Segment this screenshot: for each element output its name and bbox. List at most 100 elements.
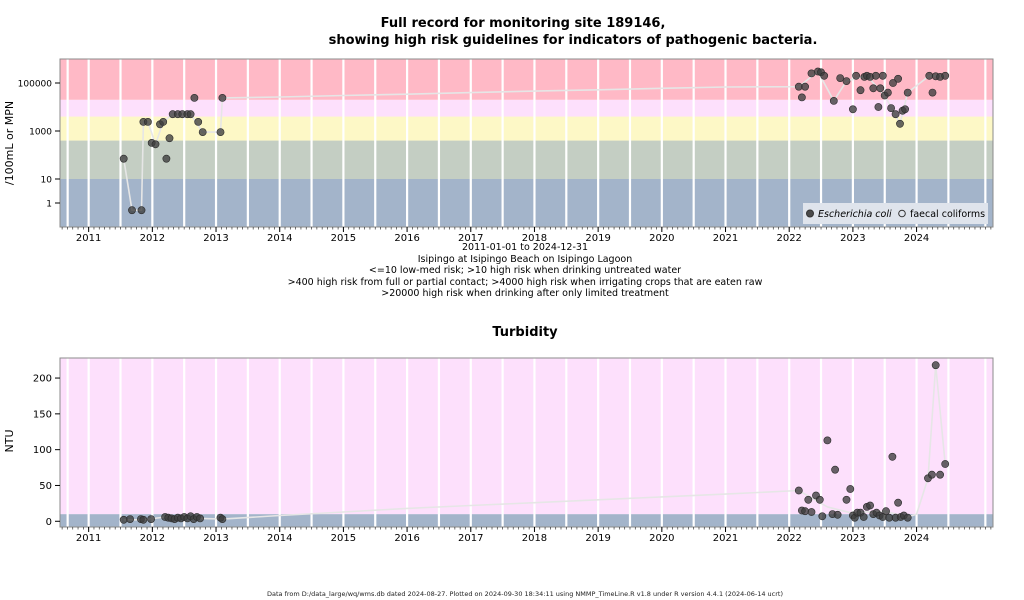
footer-note: Data from D:/data_large/wq/wms.db dated … [267, 590, 783, 598]
turbidity-x-tick-label: 2021 [713, 533, 738, 544]
bacteria-data-point [896, 120, 903, 127]
bacteria-data-point [904, 89, 911, 96]
turbidity-data-point [895, 499, 902, 506]
bacteria-data-point [895, 75, 902, 82]
turbidity-x-tick-label: 2011 [76, 533, 101, 544]
turbidity-y-tick-label: 150 [33, 409, 52, 420]
bacteria-data-point [853, 72, 860, 79]
legend-label-ecoli: Escherichia coli [818, 209, 892, 220]
bacteria-data-point [152, 141, 159, 148]
bacteria-data-point [849, 106, 856, 113]
bacteria-x-tick-label: 2020 [649, 233, 674, 244]
legend-marker-ecoli [807, 210, 814, 217]
bacteria-data-point [191, 94, 198, 101]
turbidity-data-point [889, 453, 896, 460]
turbidity-data-point [882, 508, 889, 515]
bacteria-data-point [872, 72, 879, 79]
turbidity-x-tick-label: 2017 [458, 533, 483, 544]
bacteria-data-point [120, 155, 127, 162]
turbidity-y-tick-label: 100 [33, 445, 52, 456]
bacteria-x-tick-label: 2012 [140, 233, 165, 244]
turbidity-x-tick-label: 2016 [394, 533, 419, 544]
turbidity-data-point [219, 516, 226, 523]
legend: Escherichia coli faecal coliforms [803, 203, 988, 224]
bacteria-x-tick-label: 2015 [331, 233, 356, 244]
turbidity-data-point [140, 516, 147, 523]
turbidity-x-tick-label: 2015 [331, 533, 356, 544]
turbidity-y-tick-label: 50 [39, 481, 52, 492]
bacteria-data-point [802, 83, 809, 90]
turbidity-data-point [808, 508, 815, 515]
bacteria-data-point [217, 129, 224, 136]
chart-title-line1: Full record for monitoring site 189146, [381, 16, 666, 31]
turbidity-data-point [120, 516, 127, 523]
turbidity-x-tick-label: 2013 [203, 533, 228, 544]
bacteria-y-tick-label: 1000 [29, 128, 52, 138]
bacteria-data-point [843, 78, 850, 85]
bacteria-x-tick-label: 2023 [840, 233, 865, 244]
turbidity-data-point [932, 362, 939, 369]
site-name-label: Isipingo at Isipingo Beach on Isipingo L… [418, 254, 633, 265]
turbidity-data-point [795, 487, 802, 494]
bacteria-x-tick-label: 2016 [394, 233, 419, 244]
turbidity-x-tick-label: 2018 [522, 533, 547, 544]
bacteria-data-point [830, 97, 837, 104]
bacteria-x-tick-label: 2022 [776, 233, 801, 244]
bacteria-data-point [821, 72, 828, 79]
turbidity-data-point [942, 460, 949, 467]
turbidity-data-point [802, 508, 809, 515]
bacteria-data-point [902, 106, 909, 113]
turbidity-x-tick-label: 2019 [585, 533, 610, 544]
turbidity-x-tick-label: 2020 [649, 533, 674, 544]
bacteria-data-point [128, 207, 135, 214]
turbidity-data-point [824, 437, 831, 444]
y-axis-label-bacteria: /100mL or MPN [3, 101, 16, 185]
bacteria-data-point [195, 118, 202, 125]
bacteria-data-point [187, 111, 194, 118]
bacteria-data-point [929, 89, 936, 96]
bacteria-x-tick-label: 2013 [203, 233, 228, 244]
bacteria-x-tick-label: 2019 [585, 233, 610, 244]
bacteria-data-point [144, 118, 151, 125]
turbidity-data-point [805, 496, 812, 503]
turbidity-y-tick-label: 200 [33, 374, 52, 385]
bacteria-x-tick-label: 2014 [267, 233, 292, 244]
y-axis-label-turbidity: NTU [3, 430, 16, 453]
chart-canvas: Full record for monitoring site 189146, … [0, 0, 1024, 600]
turbidity-y-tick-label: 0 [46, 517, 52, 528]
bacteria-data-point [942, 72, 949, 79]
risk-note-1: <=10 low-med risk; >10 high risk when dr… [369, 265, 681, 276]
bacteria-x-tick-label: 2021 [713, 233, 738, 244]
bacteria-data-point [199, 129, 206, 136]
turbidity-data-point [832, 466, 839, 473]
turbidity-x-tick-label: 2023 [840, 533, 865, 544]
turbidity-data-point [127, 516, 134, 523]
bacteria-data-point [166, 135, 173, 142]
turbidity-data-point [148, 516, 155, 523]
turbidity-plot: 2011 2012 2013 2014 2015 2016 2017 2018 2019 2020… [33, 358, 993, 544]
bacteria-data-point [857, 87, 864, 94]
chart-title-turbidity: Turbidity [492, 325, 558, 340]
bacteria-data-point [888, 105, 895, 112]
turbidity-data-point [904, 514, 911, 521]
bacteria-data-point [219, 94, 226, 101]
bacteria-data-point [138, 207, 145, 214]
bacteria-data-point [877, 85, 884, 92]
turbidity-data-point [816, 496, 823, 503]
bacteria-y-tick-label: 10 [41, 176, 53, 186]
bacteria-x-tick-label: 2011 [76, 233, 101, 244]
turbidity-data-point [843, 496, 850, 503]
turbidity-data-point [867, 502, 874, 509]
bacteria-y-tick-label: 100000 [18, 80, 53, 90]
bacteria-data-point [892, 111, 899, 118]
turbidity-data-point [819, 513, 826, 520]
turbidity-x-tick-label: 2024 [904, 533, 929, 544]
bacteria-x-tick-label: 2024 [904, 233, 929, 244]
turbidity-data-point [860, 513, 867, 520]
risk-note-2: >400 high risk from full or partial cont… [288, 277, 763, 288]
bacteria-data-point [926, 72, 933, 79]
turbidity-data-point [847, 485, 854, 492]
bacteria-data-point [808, 70, 815, 77]
bacteria-data-point [879, 72, 886, 79]
bacteria-y-tick-label: 1 [46, 200, 52, 210]
